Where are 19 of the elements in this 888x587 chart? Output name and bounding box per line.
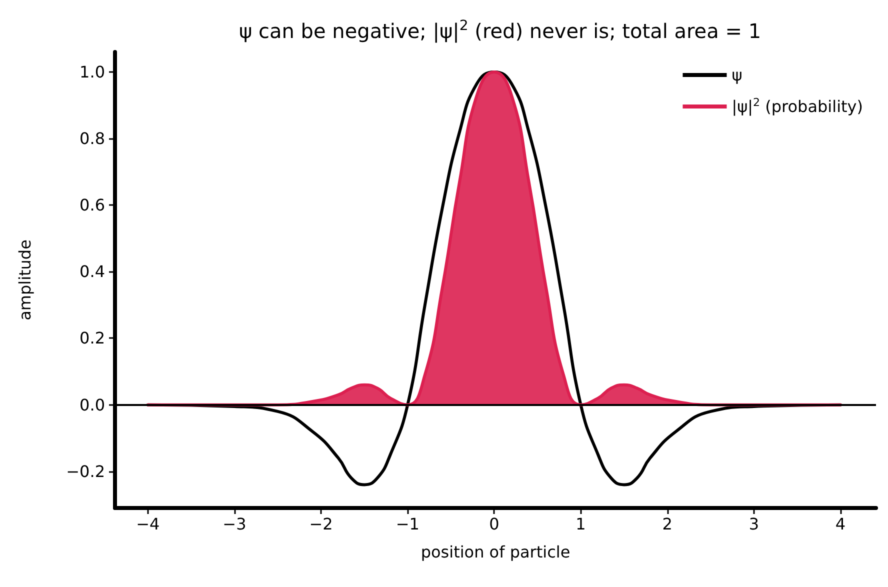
y-tick-label: 0.8 (80, 129, 105, 148)
legend-label: ψ (732, 66, 742, 84)
x-tick-label: −3 (222, 514, 246, 534)
x-axis-title: position of particle (420, 542, 570, 562)
y-tick-label: 0.4 (80, 262, 105, 282)
x-tick-label: 2 (662, 514, 672, 534)
x-tick-label: 3 (748, 514, 760, 534)
x-tick-label: −1 (396, 514, 420, 534)
y-axis-title: amplitude (16, 240, 34, 320)
y-tick-label: −0.2 (66, 462, 105, 481)
x-tick-label: −4 (136, 514, 160, 534)
y-tick-label: 0.0 (80, 395, 105, 414)
x-tick-label: 1 (576, 514, 586, 534)
x-tick-label: −2 (309, 514, 333, 534)
x-tick-label: 0 (489, 514, 500, 534)
y-tick-label: 0.2 (80, 328, 105, 348)
y-tick-label: 1.0 (80, 62, 105, 82)
y-tick-label: 0.6 (80, 196, 105, 215)
x-tick-label: 4 (835, 514, 846, 534)
